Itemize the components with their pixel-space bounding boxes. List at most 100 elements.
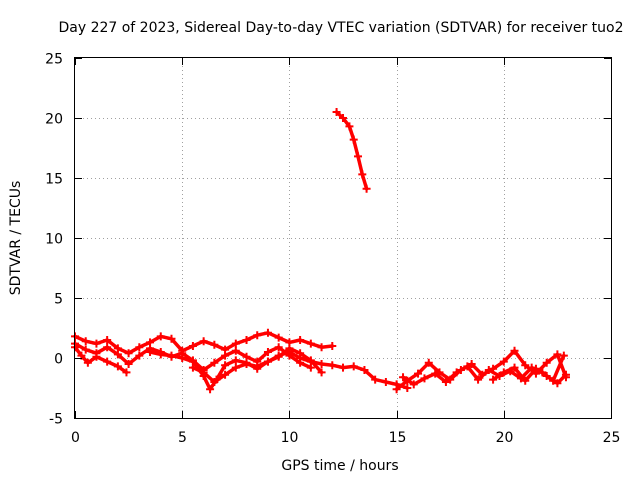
data-point (135, 351, 144, 360)
data-point (285, 344, 294, 353)
satellite-track-1 (71, 328, 337, 358)
data-series (71, 108, 570, 394)
data-point (371, 375, 380, 384)
data-point (113, 362, 122, 371)
x-tick-label: 25 (603, 430, 621, 446)
data-point (420, 374, 429, 383)
data-point (521, 376, 530, 385)
data-point (354, 152, 363, 161)
data-point (92, 352, 101, 361)
data-point (328, 361, 337, 370)
data-point (553, 350, 562, 359)
data-point (103, 343, 112, 352)
data-point (221, 370, 230, 379)
data-point (392, 385, 401, 394)
data-point (124, 360, 133, 368)
data-point (81, 345, 90, 354)
data-point (521, 361, 530, 370)
data-point (527, 363, 536, 372)
data-point (178, 354, 187, 362)
data-point (339, 114, 347, 122)
data-point (358, 170, 367, 179)
data-point (441, 378, 450, 386)
data-point (274, 343, 283, 352)
data-point (317, 360, 326, 368)
data-point (409, 380, 418, 389)
data-point (103, 357, 112, 366)
data-point (463, 362, 472, 371)
data-point (274, 352, 283, 361)
data-point (231, 346, 240, 355)
data-point (199, 368, 208, 377)
data-point (414, 369, 423, 378)
data-point (474, 375, 483, 384)
data-point (210, 358, 219, 367)
data-point (231, 356, 240, 365)
data-point (231, 363, 240, 372)
data-point (135, 343, 144, 352)
satellite-track-8 (399, 351, 568, 389)
data-point (124, 349, 133, 358)
data-point (542, 372, 551, 380)
data-point (296, 336, 305, 344)
data-point (399, 373, 408, 382)
data-point (489, 375, 498, 384)
satellite-track-5 (188, 344, 326, 386)
data-point (531, 364, 540, 373)
data-point (146, 348, 155, 356)
data-point (296, 349, 305, 358)
y-tick-label: 20 (45, 112, 63, 128)
x-tick-label: 15 (389, 430, 407, 446)
x-tick-label: 5 (178, 430, 187, 446)
data-point (156, 332, 165, 341)
data-point (199, 337, 208, 346)
data-point (360, 366, 369, 374)
data-point (510, 346, 519, 355)
data-point (424, 358, 433, 367)
data-point (167, 334, 176, 343)
data-point (156, 350, 165, 359)
data-point (113, 350, 122, 359)
data-point (103, 336, 112, 344)
y-tick-label: 5 (54, 292, 63, 308)
y-axis-label: SDTVAR / TECUs (8, 181, 24, 296)
axis-ticks (75, 58, 612, 419)
data-point (122, 368, 131, 377)
data-point (345, 122, 354, 131)
data-point (242, 336, 251, 344)
data-point (403, 384, 412, 392)
data-point (263, 328, 272, 337)
satellite-track-6 (332, 108, 371, 193)
y-tick-label: -5 (49, 412, 63, 428)
data-point (81, 337, 90, 346)
data-point (242, 360, 251, 368)
data-point (231, 339, 240, 348)
data-point (431, 369, 440, 378)
tick-labels: 0 5 10 15 20 25 -5 0 5 10 15 20 25 (45, 52, 620, 447)
x-tick-label: 10 (281, 430, 299, 446)
data-point (306, 339, 315, 348)
data-point (210, 340, 219, 349)
plot-frame (74, 57, 612, 419)
data-point (210, 378, 219, 386)
data-point (253, 362, 262, 371)
data-point (339, 363, 347, 372)
data-point (499, 368, 508, 377)
data-point (317, 343, 326, 352)
data-point (362, 184, 371, 193)
chart-title: Day 227 of 2023, Sidereal Day-to-day VTE… (58, 20, 623, 36)
data-point (452, 368, 461, 377)
data-point (167, 351, 176, 360)
y-tick-label: 10 (45, 232, 63, 248)
data-point (188, 342, 197, 350)
data-point (253, 331, 262, 340)
y-tick-label: 0 (54, 352, 63, 368)
data-point (83, 358, 92, 367)
x-tick-label: 20 (496, 430, 514, 446)
data-point (188, 363, 197, 372)
data-point (484, 366, 493, 374)
x-tick-label: 0 (71, 430, 80, 446)
data-point (542, 358, 551, 367)
data-point (349, 135, 358, 144)
